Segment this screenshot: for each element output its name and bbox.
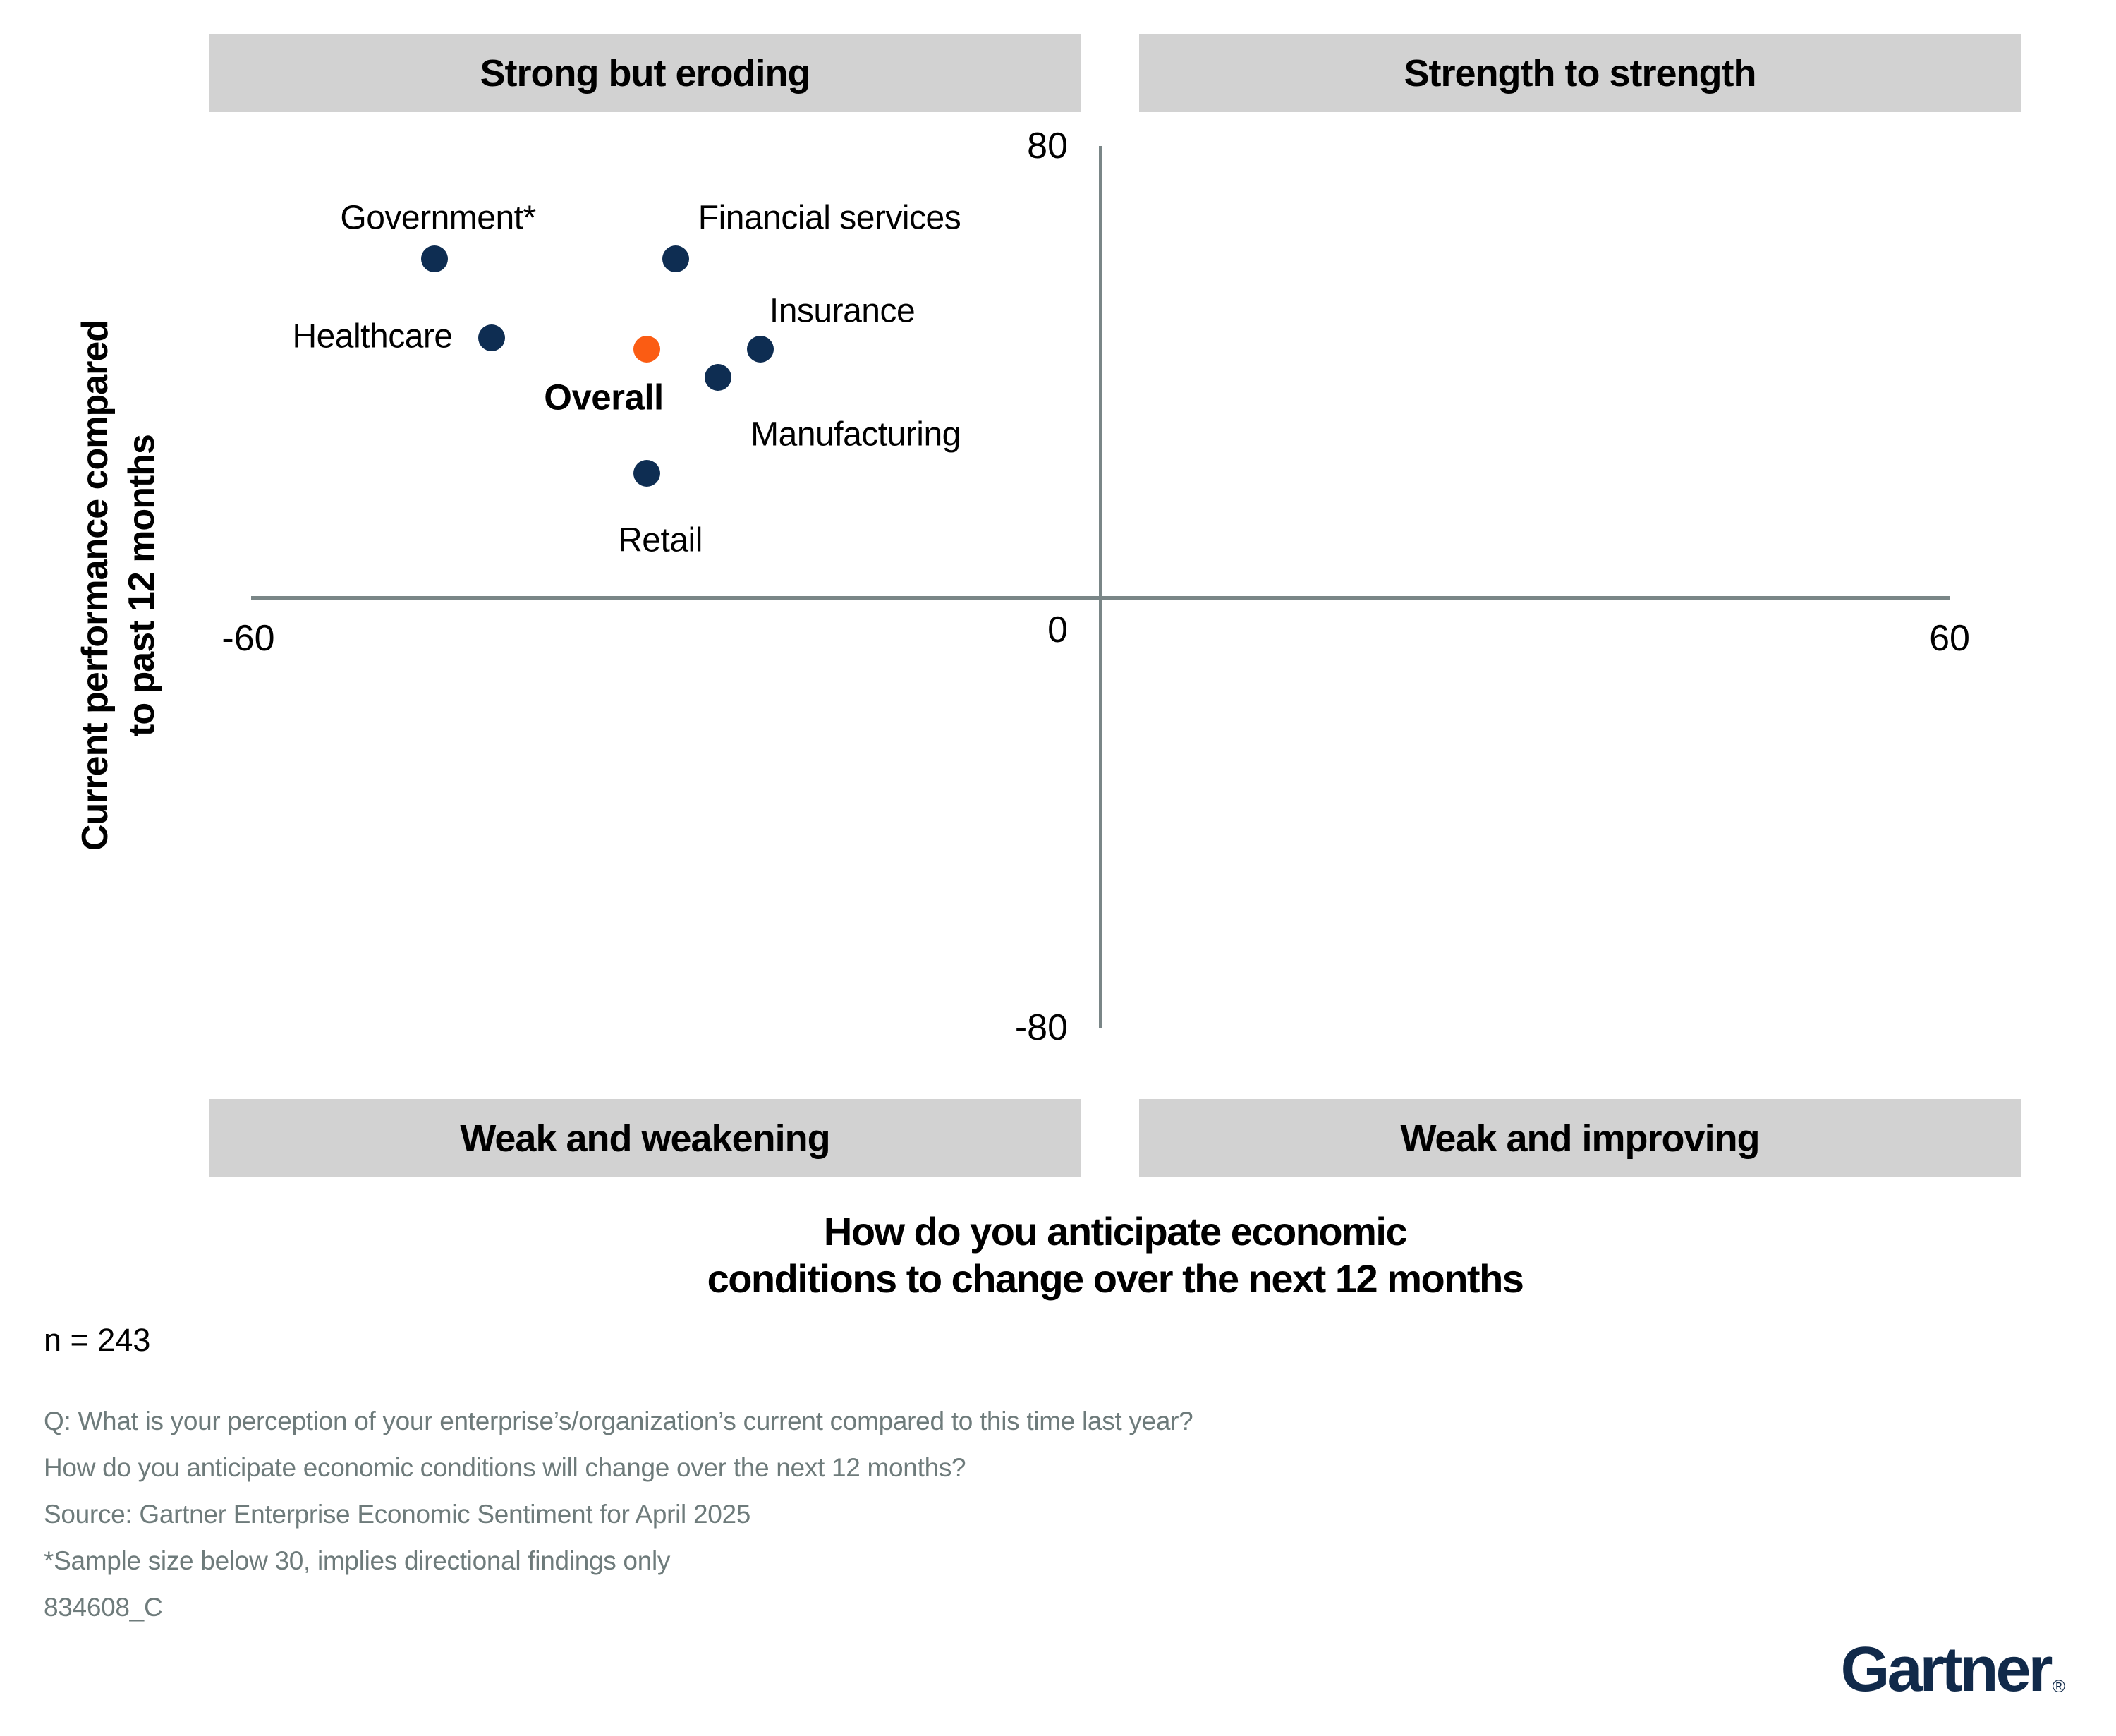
x-axis-line (251, 596, 1950, 600)
quadrant-label-weak-and-improving: Weak and improving (1139, 1099, 2021, 1177)
quadrant-label-text: Strength to strength (1404, 51, 1757, 95)
data-point-government (421, 245, 449, 272)
data-point-insurance (747, 336, 774, 363)
footnote-sample-note: *Sample size below 30, implies direction… (44, 1546, 671, 1575)
data-point-manufacturing (704, 364, 731, 391)
footnote-source: Source: Gartner Enterprise Economic Sent… (44, 1500, 751, 1529)
footnote-question-2: How do you anticipate economic condition… (44, 1453, 966, 1482)
data-point-overall (633, 336, 661, 363)
data-point-label-financial-services: Financial services (698, 199, 961, 237)
footnote-question-1: Q: What is your perception of your enter… (44, 1407, 1193, 1435)
x-tick-60: 60 (1929, 618, 1970, 659)
data-point-label-government: Government* (340, 199, 536, 237)
registered-trademark-icon: ® (2052, 1677, 2065, 1696)
y-axis-title-line1: Current performance compared (75, 320, 116, 851)
quadrant-label-strength-to-strength: Strength to strength (1139, 34, 2021, 112)
y-tick-80: 80 (1027, 126, 1068, 166)
x-axis-title-line2: conditions to change over the next 12 mo… (707, 1256, 1524, 1301)
y-axis-title-line2: to past 12 months (121, 435, 162, 736)
quadrant-label-text: Weak and weakening (460, 1117, 830, 1160)
x-axis-title: How do you anticipate economic condition… (410, 1208, 1820, 1302)
footnote-doc-id: 834608_C (44, 1593, 163, 1622)
gartner-logo-wordmark: Gartner (1840, 1634, 2053, 1705)
data-point-label-healthcare: Healthcare (292, 317, 453, 356)
x-tick-minus-60: -60 (221, 618, 275, 659)
data-point-label-overall: Overall (544, 377, 664, 418)
footnotes-block: Q: What is your perception of your enter… (44, 1398, 1193, 1631)
y-axis-line (1099, 146, 1102, 1028)
quadrant-label-text: Weak and improving (1400, 1117, 1760, 1160)
x-axis-title-line1: How do you anticipate economic (823, 1209, 1408, 1254)
origin-tick-0: 0 (1047, 609, 1068, 650)
gartner-logo: Gartner ® (1840, 1638, 2065, 1701)
data-point-retail (633, 460, 661, 487)
sample-size-label: n = 243 (44, 1322, 151, 1358)
data-point-label-retail: Retail (618, 521, 703, 559)
data-point-financial-services (662, 245, 689, 272)
quadrant-label-text: Strong but eroding (480, 51, 811, 95)
quadrant-label-weak-and-weakening: Weak and weakening (209, 1099, 1081, 1177)
y-tick-minus-80: -80 (1014, 1007, 1068, 1048)
quadrant-label-strong-but-eroding: Strong but eroding (209, 34, 1081, 112)
data-point-healthcare (478, 324, 505, 351)
data-point-label-manufacturing: Manufacturing (750, 415, 961, 454)
y-axis-title: Current performance compared to past 12 … (72, 233, 171, 938)
data-point-label-insurance: Insurance (769, 292, 916, 330)
